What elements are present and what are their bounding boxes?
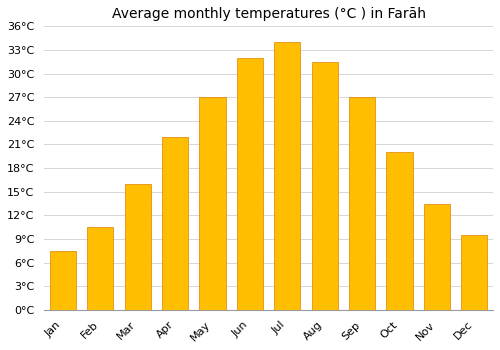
Bar <box>237 58 263 310</box>
Bar <box>386 152 412 310</box>
Bar <box>424 204 450 310</box>
Bar <box>162 136 188 310</box>
Bar <box>87 227 114 310</box>
Bar <box>200 97 226 310</box>
Title: Average monthly temperatures (°C ) in Farāh: Average monthly temperatures (°C ) in Fa… <box>112 7 426 21</box>
Bar <box>462 235 487 310</box>
Bar <box>312 62 338 310</box>
Bar <box>124 184 151 310</box>
Bar <box>50 251 76 310</box>
Bar <box>349 97 375 310</box>
Bar <box>274 42 300 310</box>
